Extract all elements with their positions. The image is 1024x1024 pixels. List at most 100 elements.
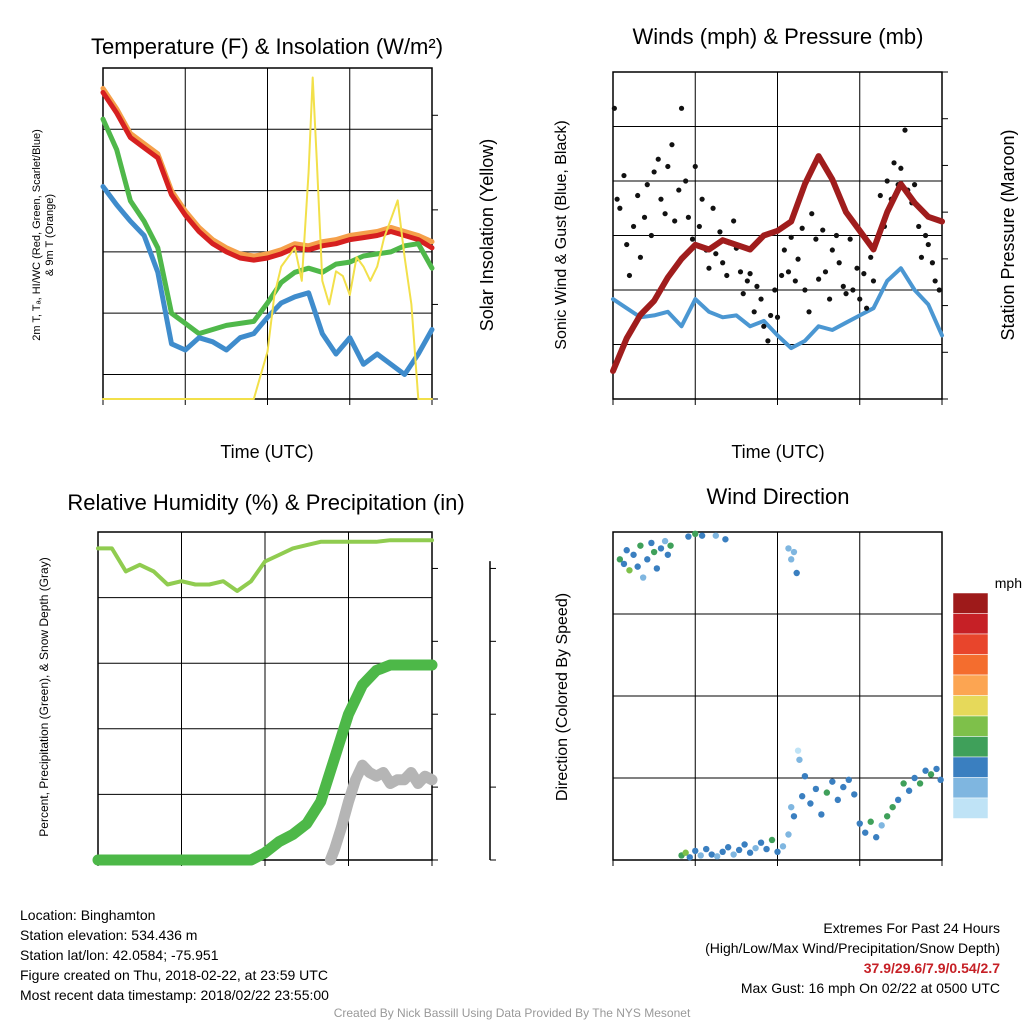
gust-point <box>761 323 767 329</box>
gust-point <box>847 236 853 242</box>
direction-point <box>757 839 765 846</box>
gust-point <box>758 296 764 302</box>
legend-swatch <box>952 756 989 778</box>
direction-point <box>623 547 630 554</box>
gust-point <box>624 241 630 248</box>
legend-swatch <box>952 613 989 635</box>
gust-point <box>774 314 781 320</box>
gust-point <box>857 296 863 302</box>
solar-insolation-line <box>102 76 433 400</box>
direction-point <box>719 848 726 855</box>
gust-point <box>720 260 726 266</box>
gust-point <box>891 160 897 166</box>
max-gust-text: Max Gust: 16 mph On 02/22 at 0500 UTC <box>740 980 1000 996</box>
legend-swatch <box>952 777 989 799</box>
direction-point <box>796 756 803 763</box>
rh-y-axis-label: Percent, Precipitation (Green), & Snow D… <box>37 557 51 836</box>
dir-y-axis-label: Direction (Colored By Speed) <box>554 593 571 801</box>
gust-point <box>621 172 627 179</box>
direction-point <box>788 556 795 563</box>
temp-dewpoint-line <box>100 116 435 337</box>
rh-chart-title: Relative Humidity (%) & Precipitation (i… <box>67 490 464 515</box>
gust-point <box>861 271 867 277</box>
gust-point <box>747 271 753 277</box>
gust-point <box>644 182 650 188</box>
direction-point <box>829 778 836 785</box>
gust-point <box>795 256 801 262</box>
extremes-values: 37.9/29.6/7.9/0.54/2.7 <box>863 960 1000 976</box>
gust-point <box>617 205 623 211</box>
direction-point <box>667 542 674 549</box>
direction-point <box>900 780 907 787</box>
legend-title: mph <box>995 575 1022 591</box>
gust-point <box>781 247 787 253</box>
gust-point <box>692 163 698 170</box>
gust-point <box>864 305 870 311</box>
wind-y-axis-label: Sonic Wind & Gust (Blue, Black) <box>553 120 570 349</box>
gust-point <box>820 227 826 233</box>
gust-point <box>717 229 723 235</box>
gust-point <box>689 236 696 242</box>
direction-point <box>911 774 918 782</box>
direction-point <box>713 853 721 860</box>
wind-panel: Winds (mph) & Pressure (mb) Time (UTC) S… <box>553 24 1018 462</box>
direction-point <box>774 848 781 855</box>
gust-point <box>829 247 835 253</box>
direction-point <box>616 556 624 563</box>
gust-point <box>696 223 702 230</box>
direction-point <box>630 551 637 558</box>
extremes-subtitle: (High/Low/Max Wind/Precipitation/Snow De… <box>705 940 1000 956</box>
direction-point <box>862 829 869 836</box>
direction-point <box>834 796 842 804</box>
gust-point <box>877 192 883 199</box>
direction-point <box>724 844 732 851</box>
direction-point <box>927 771 935 778</box>
gust-point <box>635 192 641 199</box>
legend-swatch <box>952 674 989 696</box>
direction-point <box>746 849 754 856</box>
direction-point <box>741 841 748 848</box>
gust-point <box>737 269 744 275</box>
direction-point <box>650 548 658 556</box>
direction-point <box>818 811 825 818</box>
direction-point <box>937 776 944 784</box>
direction-point <box>730 851 737 858</box>
gust-point <box>898 165 904 171</box>
gust-point <box>626 272 633 279</box>
gust-point <box>813 236 819 242</box>
direction-point <box>653 565 661 572</box>
gust-point <box>678 105 685 111</box>
gust-point <box>884 178 890 184</box>
direction-point <box>801 772 809 780</box>
gust-point <box>779 272 785 279</box>
direction-point <box>793 569 800 577</box>
gust-point <box>840 283 846 289</box>
direction-point <box>785 545 792 552</box>
direction-point <box>685 533 692 540</box>
direction-point <box>697 852 704 859</box>
gust-point <box>870 278 877 284</box>
legend-swatch <box>952 797 989 819</box>
gust-point <box>651 169 657 175</box>
gust-point <box>641 214 648 220</box>
temp-y-axis-label-line1: 2m T, Tₐ, HI/WC (Red, Green, Scarlet/Blu… <box>31 129 43 341</box>
direction-point <box>798 793 806 800</box>
gust-point <box>713 251 719 257</box>
direction-point <box>682 849 689 856</box>
direction-point <box>894 796 902 804</box>
gust-point <box>809 211 815 217</box>
gust-point <box>925 241 931 248</box>
gust-point <box>662 211 668 217</box>
direction-point <box>626 567 633 574</box>
direction-point <box>812 785 820 793</box>
gust-point <box>665 163 671 170</box>
gust-point <box>724 272 730 279</box>
direction-point <box>692 530 699 538</box>
gust-point <box>833 232 840 239</box>
wind-x-axis-label: Time (UTC) <box>731 442 824 462</box>
precipitation-line <box>92 659 438 866</box>
direction-point <box>648 539 655 547</box>
direction-point <box>698 532 706 539</box>
temp-y2-axis-label: Solar Insolation (Yellow) <box>477 139 497 331</box>
